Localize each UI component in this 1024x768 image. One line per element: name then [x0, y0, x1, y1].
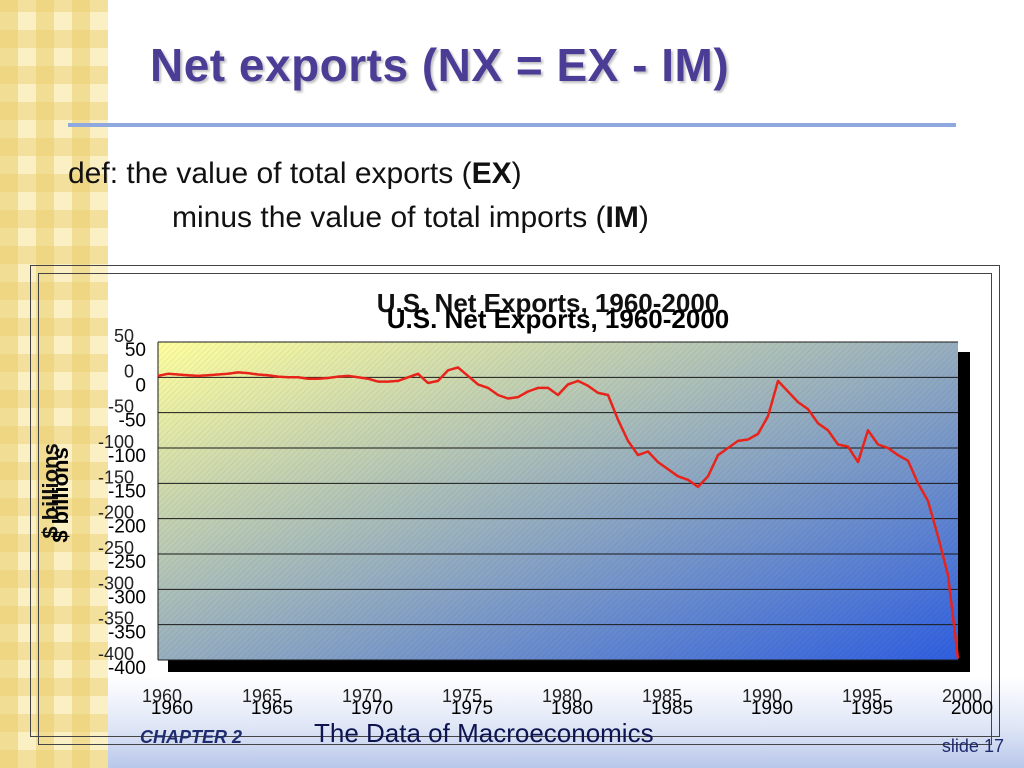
footer-subtitle: The Data of Macroeconomics [314, 718, 654, 748]
x-tick-label: 1960 [142, 686, 182, 706]
definition-line-1: def: the value of total exports (EX) [68, 152, 948, 196]
y-tick-label: -100 [98, 432, 134, 452]
y-tick-label: 0 [124, 361, 134, 381]
definition-line-2-suffix: ) [638, 201, 649, 234]
y-tick-label-shadow: -300 [108, 587, 146, 608]
plot-shadow-bottom [168, 660, 970, 672]
y-tick-label: -250 [98, 538, 134, 558]
x-tick-label-shadow: 1965 [251, 698, 293, 719]
x-tick-label-shadow: 1985 [651, 698, 693, 719]
chart-title: U.S. Net Exports, 1960-2000 [377, 288, 720, 318]
y-tick-label: -400 [98, 644, 134, 664]
x-tick-label-shadow: 1970 [351, 698, 393, 719]
y-tick-label-shadow: 50 [125, 340, 146, 361]
y-tick-label-shadow: -50 [119, 411, 146, 432]
footer-chapter: CHAPTER 2 [140, 727, 243, 747]
slide-number: 17 [983, 736, 1004, 756]
imports-term: IM [605, 201, 639, 234]
x-tick-label: 1985 [642, 686, 682, 706]
x-tick-label: 1970 [342, 686, 382, 706]
x-tick-label-shadow: 1975 [451, 698, 493, 719]
y-tick-label-shadow: 0 [135, 375, 146, 396]
footer-band [108, 676, 1024, 768]
y-tick-label-shadow: -200 [108, 517, 146, 538]
x-tick-label-shadow: 1960 [151, 698, 193, 719]
slide-label: slide [941, 736, 979, 756]
x-tick-label: 1965 [242, 686, 282, 706]
y-tick-label: -50 [108, 397, 134, 417]
x-tick-label: 1995 [842, 686, 882, 706]
y-tick-label: -350 [98, 609, 134, 629]
slide-title: Net exports (NX = EX - IM) [150, 39, 730, 91]
definition-line-2-prefix: minus the value of total imports ( [172, 201, 606, 234]
y-tick-label-shadow: -150 [108, 481, 146, 502]
chart-frame-outer [30, 265, 1000, 737]
definition-line-2: minus the value of total imports (IM) [68, 196, 948, 240]
y-axis-label: $ billions [38, 443, 63, 538]
y-tick-label: -150 [98, 467, 134, 487]
x-tick-label: 1990 [742, 686, 782, 706]
x-tick-label: 2000 [942, 686, 982, 706]
y-tick-label-shadow: -100 [108, 446, 146, 467]
footer-slide-number: slide 17 [942, 736, 1004, 757]
x-tick-label-shadow: 1990 [751, 698, 793, 719]
y-axis-label-shadow: $ billions [48, 447, 73, 542]
definition-text: def: the value of total exports (EX) min… [68, 152, 948, 240]
plot-shadow-right [958, 352, 970, 672]
definition-line-1-prefix: def: the value of total exports ( [68, 157, 472, 190]
plot-area-hatch [158, 342, 958, 660]
y-tick-label: -300 [98, 573, 134, 593]
chart-frame-inner [38, 273, 992, 745]
chart-title-shadow: U.S. Net Exports, 1960-2000 [387, 304, 730, 334]
y-tick-label-shadow: -250 [108, 552, 146, 573]
x-tick-label-shadow: 1980 [551, 698, 593, 719]
x-tick-label: 1975 [442, 686, 482, 706]
x-tick-label-shadow: 2000 [951, 698, 993, 719]
x-tick-label-shadow: 1995 [851, 698, 893, 719]
definition-line-1-suffix: ) [511, 157, 522, 190]
exports-term: EX [471, 157, 512, 190]
net-exports-series-line [157, 366, 960, 659]
y-tick-label-shadow: -350 [108, 623, 146, 644]
title-divider [68, 123, 956, 127]
decorative-side-strip [0, 0, 108, 768]
y-tick-label: 50 [114, 326, 134, 346]
y-tick-label: -200 [98, 503, 134, 523]
x-tick-label: 1980 [542, 686, 582, 706]
y-tick-label-shadow: -400 [108, 658, 146, 679]
